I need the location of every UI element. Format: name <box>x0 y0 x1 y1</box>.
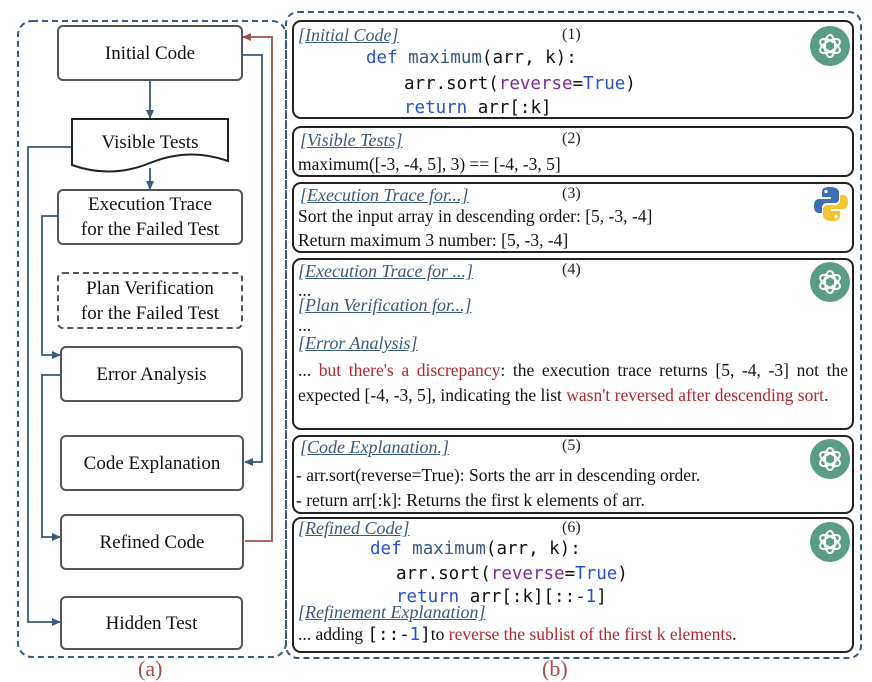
panel6-number: (6) <box>562 519 581 536</box>
panel3-number: (3) <box>562 185 581 202</box>
panel3-line2: Return maximum 3 number: [5, -3, -4] <box>298 230 569 250</box>
panel3-line1: Sort the input array in descending order… <box>298 206 653 226</box>
flow-diagram: Initial Code Visible Tests Execution Tra… <box>0 0 290 682</box>
arrow-visible-to-hidden <box>27 146 72 626</box>
flow-frame <box>17 20 287 658</box>
panel5-header: [Code Explanation.] <box>300 437 449 457</box>
panel-refined-code: [Refined Code] (6) def maximum(arr, k): … <box>292 517 854 653</box>
panel1-header: [Initial Code] <box>298 25 399 45</box>
chatgpt-icon <box>810 439 850 479</box>
panel6-refine-text: ... adding [::-1]to reverse the sublist … <box>298 624 737 645</box>
panel-initial-code: [Initial Code] (1) def maximum(arr, k): … <box>292 20 854 119</box>
caption-b: (b) <box>542 656 568 681</box>
panel6-code-def: def maximum(arr, k): <box>370 539 581 559</box>
flow-error-analysis: Error Analysis <box>60 346 243 402</box>
flow-arrows <box>27 33 273 626</box>
panel4-ellipsis1: ... <box>298 280 312 300</box>
flow-visible-tests: Visible Tests <box>101 132 199 153</box>
flow-plan-verification: Plan Verification for the Failed Test <box>57 272 243 329</box>
python-icon <box>814 187 848 221</box>
panel6-code-return: return arr[:k][::-1] <box>396 587 607 607</box>
panel-visible-tests: [Visible Tests] (2) maximum([-3, -4, 5],… <box>292 126 854 177</box>
panel4-ellipsis2: ... <box>298 315 312 335</box>
panel6-code-sort: arr.sort(reverse=True) <box>396 564 628 584</box>
flow-execution-trace-line1: Execution Trace <box>87 194 212 215</box>
flow-execution-trace: Execution Trace for the Failed Test <box>57 189 243 245</box>
flow-hidden-test: Hidden Test <box>60 596 243 650</box>
panel5-line2: - return arr[:k]: Returns the first k el… <box>296 490 645 510</box>
panel4-header-trace: [Execution Trace for ...] <box>298 261 473 281</box>
flow-plan-verification-line1: Plan Verification <box>86 277 214 299</box>
panel4-header-plan: [Plan Verification for...] <box>298 295 472 315</box>
panels-frame <box>285 11 862 659</box>
panel6-header-refine: [Refinement Explanation] <box>298 602 486 622</box>
chatgpt-icon <box>810 262 850 302</box>
flow-execution-trace-line2: for the Failed Test <box>80 219 220 240</box>
panel1-code-return: return arr[:k] <box>404 98 552 118</box>
panel-execution-trace: [Execution Trace for...] (3) Sort the in… <box>292 182 854 253</box>
caption-a: (a) <box>138 656 163 681</box>
chatgpt-icon <box>810 26 850 66</box>
arrow-refined-to-initial <box>242 33 273 542</box>
panel6-header: [Refined Code] <box>298 518 410 538</box>
panel-code-explanation: [Code Explanation.] (5) - arr.sort(rever… <box>292 435 854 514</box>
panel1-code-def: def maximum(arr, k): <box>366 48 577 68</box>
panel1-number: (1) <box>562 26 581 43</box>
panel2-header: [Visible Tests] <box>300 130 403 150</box>
panel3-header: [Execution Trace for...] <box>300 185 469 205</box>
flow-plan-verification-line2: for the Failed Test <box>80 302 220 324</box>
panel2-test: maximum([-3, -4, 5], 3) == [-4, -3, 5] <box>298 154 561 174</box>
flow-initial-code: Initial Code <box>57 25 243 81</box>
panel5-line1: - arr.sort(reverse=True): Sorts the arr … <box>296 465 701 485</box>
panel-error-analysis: [Execution Trace for ...] (4) ... [Plan … <box>292 258 854 430</box>
panel4-header-error: [Error Analysis] <box>298 333 418 353</box>
panel4-analysis: ... but there's a discrepancy: the execu… <box>298 360 848 405</box>
chatgpt-icon <box>810 522 850 562</box>
panel4-number: (4) <box>562 261 581 278</box>
panel2-number: (2) <box>562 130 581 147</box>
flow-refined-code: Refined Code <box>60 514 244 570</box>
flow-visible-tests-shape <box>71 118 229 173</box>
panel5-number: (5) <box>562 437 581 454</box>
arrow-initial-to-explanation <box>242 54 263 466</box>
flow-code-explanation: Code Explanation <box>60 435 244 491</box>
panel1-code-sort: arr.sort(reverse=True) <box>404 74 636 94</box>
